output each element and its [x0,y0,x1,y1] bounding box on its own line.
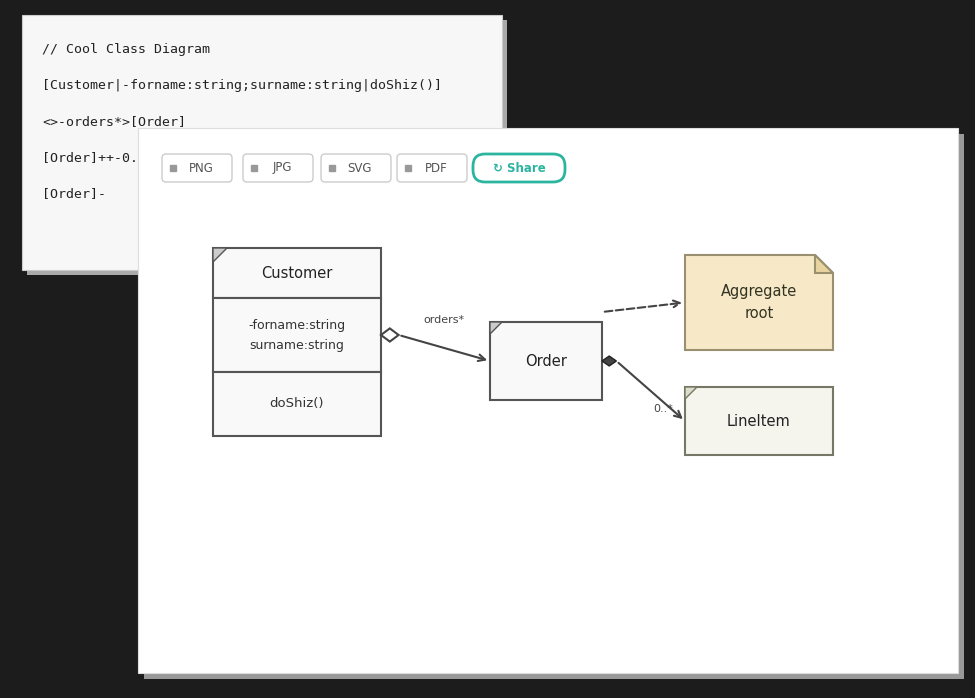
Text: // Cool Class Diagram: // Cool Class Diagram [42,43,210,57]
Polygon shape [685,387,697,399]
Text: <>-orders*>[Order]: <>-orders*>[Order] [42,115,186,128]
Bar [685,387,833,455]
Text: Order: Order [526,353,566,369]
Text: doShiz(): doShiz() [270,397,325,410]
Text: orders*: orders* [424,315,465,325]
Text: LineItem: LineItem [727,413,791,429]
Bar [22,15,502,270]
FancyBboxPatch shape [243,154,313,182]
FancyBboxPatch shape [321,154,391,182]
Bar [213,298,381,372]
FancyBboxPatch shape [162,154,232,182]
Text: PNG: PNG [188,161,214,174]
FancyBboxPatch shape [397,154,467,182]
Text: Aggregate
root: Aggregate root [721,284,798,321]
Bar [213,248,381,298]
Bar [213,372,381,436]
FancyBboxPatch shape [473,154,565,182]
Bar [490,322,602,400]
Polygon shape [685,255,833,350]
Text: [Order]-: [Order]- [42,188,106,200]
Polygon shape [490,322,502,334]
Text: -forname:string
surname:string: -forname:string surname:string [249,318,345,352]
Bar [27,20,507,275]
Text: PDF: PDF [425,161,448,174]
Polygon shape [815,255,833,273]
Text: ↻ Share: ↻ Share [492,161,545,174]
Bar [138,128,958,673]
Polygon shape [213,248,227,262]
Text: 0..*: 0..* [653,404,673,414]
Bar [144,134,964,679]
Text: JPG: JPG [272,161,292,174]
Text: Customer: Customer [261,265,332,281]
Text: [Customer|-forname:string;surname:string|doShiz()]: [Customer|-forname:string;surname:string… [42,80,442,93]
Polygon shape [381,328,399,341]
Polygon shape [602,356,616,366]
Text: [Order]++-0..*>[LineItem]: [Order]++-0..*>[LineItem] [42,151,242,165]
Text: SVG: SVG [348,161,372,174]
